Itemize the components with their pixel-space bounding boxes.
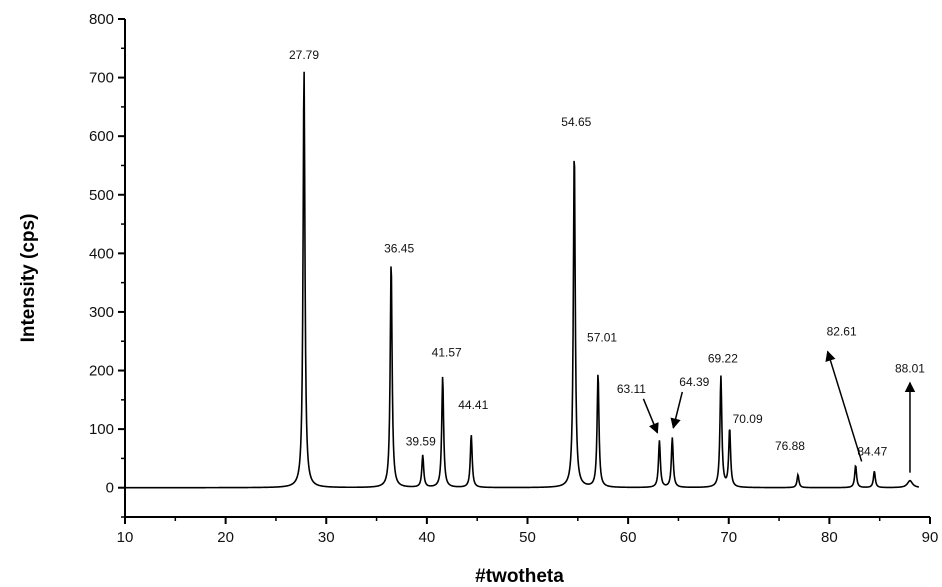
peak-label: 76.88 [775,439,805,453]
peak-label: 63.11 [617,382,646,396]
x-tick-label: 30 [318,529,335,546]
y-tick-label: 600 [89,128,114,145]
x-tick-label: 20 [217,529,234,546]
peak-label: 36.45 [384,241,414,255]
peak-label: 54.65 [561,115,591,129]
peak-label: 88.01 [895,362,925,376]
peak-label: 70.09 [733,412,763,426]
x-tick-label: 50 [519,529,536,546]
x-tick-label: 10 [117,529,134,546]
x-tick-label: 70 [720,529,737,546]
axis-ticks: 10 20 30 40 50 60 70 80 90 0 100 200 300 400 500 600 700… [89,11,938,546]
peak-label: 41.57 [432,345,462,359]
label-arrow [825,350,863,462]
y-tick-label: 200 [89,363,114,380]
y-axis-title: Intensity (cps) [18,214,39,343]
peak-label: 44.41 [458,398,488,412]
y-tick-label: 0 [106,480,114,497]
axes [124,19,930,518]
y-tick-label: 500 [89,187,114,204]
x-tick-label: 90 [922,529,939,546]
label-arrow [670,391,684,429]
x-tick-label: 40 [419,529,436,546]
peak-labels: 27.79 36.45 39.59 41.57 44.41 54.65 57.01 63.11… [289,48,925,458]
label-arrow [642,398,659,434]
peak-label: 39.59 [406,434,436,448]
peak-label: 82.61 [827,324,857,338]
x-tick-label: 80 [821,529,838,546]
peak-label: 27.79 [289,48,319,62]
peak-label: 69.22 [708,351,738,365]
x-tick-label: 60 [620,529,637,546]
y-tick-label: 700 [89,70,114,87]
y-tick-label: 300 [89,304,114,321]
y-tick-label: 800 [89,11,114,28]
y-tick-label: 100 [89,421,114,438]
y-tick-label: 400 [89,245,114,262]
series-line [125,71,920,489]
label-arrows [642,350,916,473]
peak-label: 84.47 [857,444,887,458]
peak-label: 57.01 [587,330,617,344]
x-axis-title: #twotheta [475,566,564,587]
peak-label: 64.39 [679,375,709,389]
